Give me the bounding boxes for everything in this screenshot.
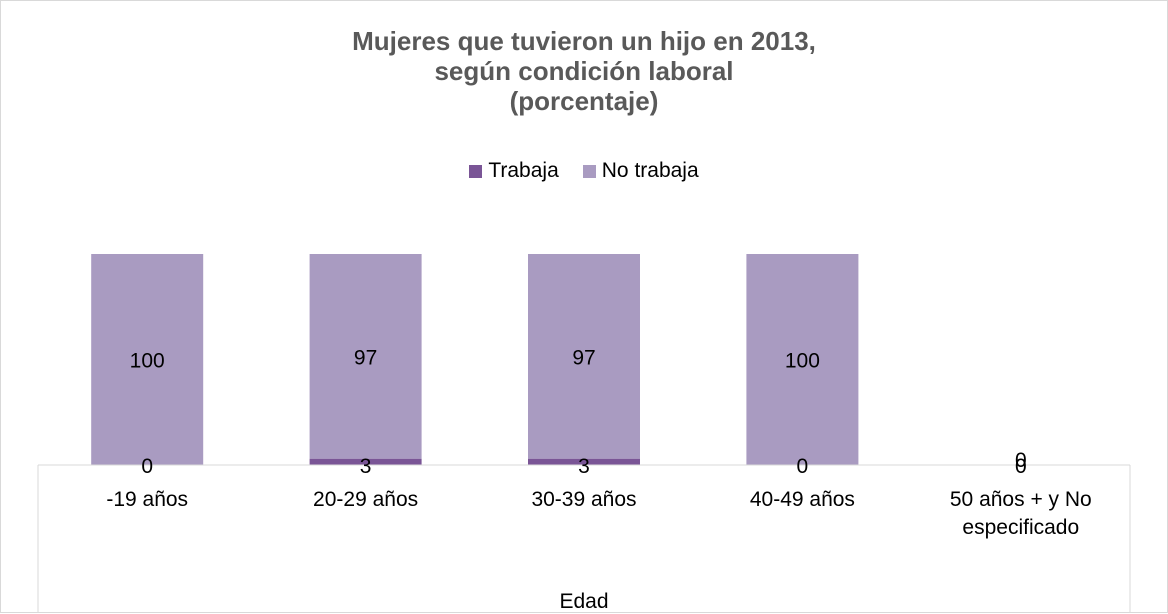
data-label-no-trabaja-2: 97 (572, 346, 595, 369)
legend-label-no-trabaja: No trabaja (601, 159, 699, 182)
x-axis-title: Edad (559, 590, 609, 613)
data-label-trabaja-2: 3 (578, 455, 590, 478)
legend-swatch-no-trabaja (582, 164, 596, 178)
legend-label-trabaja: Trabaja (488, 159, 559, 182)
data-label-no-trabaja-1: 97 (354, 346, 377, 369)
chart-title-line-1: Mujeres que tuvieron un hijo en 2013, (352, 26, 816, 56)
data-label-no-trabaja-0: 100 (130, 350, 165, 373)
x-tick-label-4-line-1: especificado (962, 516, 1079, 539)
x-tick-label-1-line-0: 20-29 años (313, 488, 418, 511)
x-tick-label-0-line-0: -19 años (106, 488, 188, 511)
data-label-no-trabaja-4: 0 (1015, 449, 1027, 472)
bar-no-trabaja-3 (746, 254, 859, 465)
data-label-trabaja-4: 0 (1015, 455, 1027, 478)
data-label-no-trabaja-3: 100 (785, 350, 820, 373)
bar-no-trabaja-1 (309, 254, 422, 459)
x-tick-label-2-line-0: 30-39 años (531, 488, 636, 511)
x-tick-label-4-line-0: 50 años + y No (950, 488, 1092, 511)
chart-title: Mujeres que tuvieron un hijo en 2013, se… (0, 26, 1168, 116)
bar-no-trabaja-2 (528, 254, 640, 459)
legend-entry-trabaja: Trabaja (469, 159, 559, 183)
bar-trabaja-2 (528, 458, 640, 465)
bar-trabaja-1 (309, 458, 422, 465)
chart-legend: Trabaja No trabaja (0, 159, 1168, 183)
legend-entry-no-trabaja: No trabaja (582, 159, 699, 183)
x-tick-label-3-line-0: 40-49 años (750, 488, 855, 511)
bar-no-trabaja-0 (91, 254, 204, 465)
chart-title-line-3: (porcentaje) (509, 86, 659, 116)
legend-swatch-trabaja (469, 164, 483, 178)
data-label-trabaja-1: 3 (360, 455, 372, 478)
data-label-trabaja-0: 0 (141, 455, 153, 478)
chart-title-line-2: según condición laboral (434, 56, 734, 86)
data-label-trabaja-3: 0 (797, 455, 809, 478)
